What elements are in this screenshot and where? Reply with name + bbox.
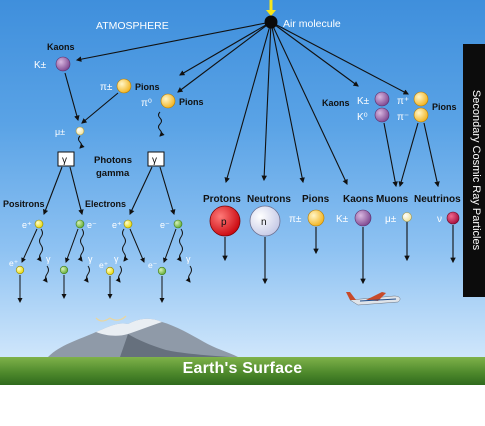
airplane-illustration <box>346 292 401 306</box>
neutron-symbol: n <box>261 217 267 228</box>
left-muon-symbol: μ± <box>55 127 65 137</box>
earth-surface-label: Earth's Surface <box>182 360 303 377</box>
right-pions-label: Pions <box>432 102 457 112</box>
right-pion-plus-symbol: π⁺ <box>397 96 409 107</box>
electron-particle-4 <box>157 266 167 276</box>
right-kaons-label: Kaons <box>322 98 350 108</box>
neutrino-symbol: ν <box>437 214 442 225</box>
right-pion-minus-symbol: π⁻ <box>397 112 409 123</box>
electron-particle-1 <box>75 219 85 229</box>
neutrons-label: Neutrons <box>247 194 291 205</box>
neutrino-particle <box>446 211 460 225</box>
gamma-label: gamma <box>96 168 130 179</box>
photon-gamma-left: γ <box>57 151 75 167</box>
muons-bottom-label: Muons <box>376 194 409 205</box>
positron-particle-2 <box>123 219 133 229</box>
air-molecule-label: Air molecule <box>283 18 341 30</box>
pair-production-lines <box>43 166 176 216</box>
right-kaon-neutral-symbol: K⁰ <box>357 112 368 123</box>
electron-symbol-2: e⁻ <box>160 220 170 230</box>
left-kaon-particle <box>55 56 71 72</box>
electron-symbol-3: e⁻ <box>148 260 158 270</box>
left-pions-label-bottom: Pions <box>179 97 204 107</box>
positron-symbol-2: e⁺ <box>112 220 122 230</box>
photons-label: Photons <box>94 155 132 166</box>
left-muon-particle <box>75 126 85 136</box>
incoming-ray-arrowhead <box>266 10 276 16</box>
secondary-labels-row: Protons Neutrons Pions Kaons Muons Neutr… <box>203 194 461 205</box>
pion-decay-wave <box>158 111 165 137</box>
svg-text:γ: γ <box>186 254 191 264</box>
photon-gamma-right: γ <box>147 151 165 167</box>
pions-bottom-label: Pions <box>302 194 330 205</box>
muon-bottom-particle <box>402 212 412 222</box>
gamma-symbols-row: γ γ γ γ <box>46 254 191 264</box>
shower-lines <box>75 21 409 185</box>
positron-symbol-4: e⁺ <box>99 260 109 270</box>
electron-particle-2 <box>173 219 183 229</box>
left-kaons-label: Kaons <box>47 42 75 52</box>
left-pion-neutral-particle <box>160 93 176 109</box>
svg-text:γ: γ <box>62 155 67 166</box>
cascade-lines <box>21 228 183 263</box>
pion-to-muon-line <box>81 92 119 124</box>
electron-symbol-1: e⁻ <box>87 220 97 230</box>
positron-particle-3 <box>15 265 25 275</box>
positrons-label: Positrons <box>3 199 45 209</box>
atmosphere-title: ATMOSPHERE <box>96 20 169 32</box>
electrons-label: Electrons <box>85 199 126 209</box>
positron-particle-4 <box>105 266 115 276</box>
svg-text:γ: γ <box>88 254 93 264</box>
protons-label: Protons <box>203 194 241 205</box>
svg-text:γ: γ <box>114 254 119 264</box>
right-kaon-neutral-particle <box>374 107 390 123</box>
left-kaon-symbol: K± <box>34 60 47 71</box>
air-molecule-dot <box>264 15 278 29</box>
right-pion-plus-particle <box>413 91 429 107</box>
positron-particle-1 <box>34 219 44 229</box>
earth-surface-band <box>0 357 485 385</box>
positron-symbol-1: e⁺ <box>22 220 32 230</box>
kaon-to-muon-line <box>64 72 80 122</box>
proton-symbol: p <box>221 217 227 228</box>
neutron-particle <box>249 205 281 237</box>
secondary-particles-label: Secondary Cosmic Ray Particles <box>470 89 482 251</box>
left-pion-charged-particle <box>116 78 132 94</box>
right-decay-lines <box>383 122 440 188</box>
pion-bottom-particle <box>307 209 325 227</box>
right-kaon-charged-particle <box>374 91 390 107</box>
electron-particle-3 <box>59 265 69 275</box>
svg-text:γ: γ <box>46 254 51 264</box>
kaon-bottom-symbol: K± <box>336 214 349 225</box>
kaon-bottom-particle <box>354 209 372 227</box>
pion-bottom-symbol: π± <box>289 214 302 225</box>
neutrinos-bottom-label: Neutrinos <box>414 194 461 205</box>
left-pion-neutral-symbol: π⁰ <box>141 98 152 109</box>
right-kaon-charged-symbol: K± <box>357 96 370 107</box>
mountain-illustration <box>48 315 238 357</box>
right-pion-minus-particle <box>413 107 429 123</box>
left-pion-charged-symbol: π± <box>100 82 113 93</box>
muon-decay-wave <box>78 135 85 149</box>
side-panel <box>463 44 485 297</box>
final-drop-lines <box>17 265 192 303</box>
kaons-bottom-label: Kaons <box>343 194 374 205</box>
positron-symbol-3: e⁺ <box>9 258 19 268</box>
muon-bottom-symbol: μ± <box>385 214 397 225</box>
svg-text:γ: γ <box>152 155 157 166</box>
left-pions-label-top: Pions <box>135 82 160 92</box>
proton-particle <box>209 205 241 237</box>
